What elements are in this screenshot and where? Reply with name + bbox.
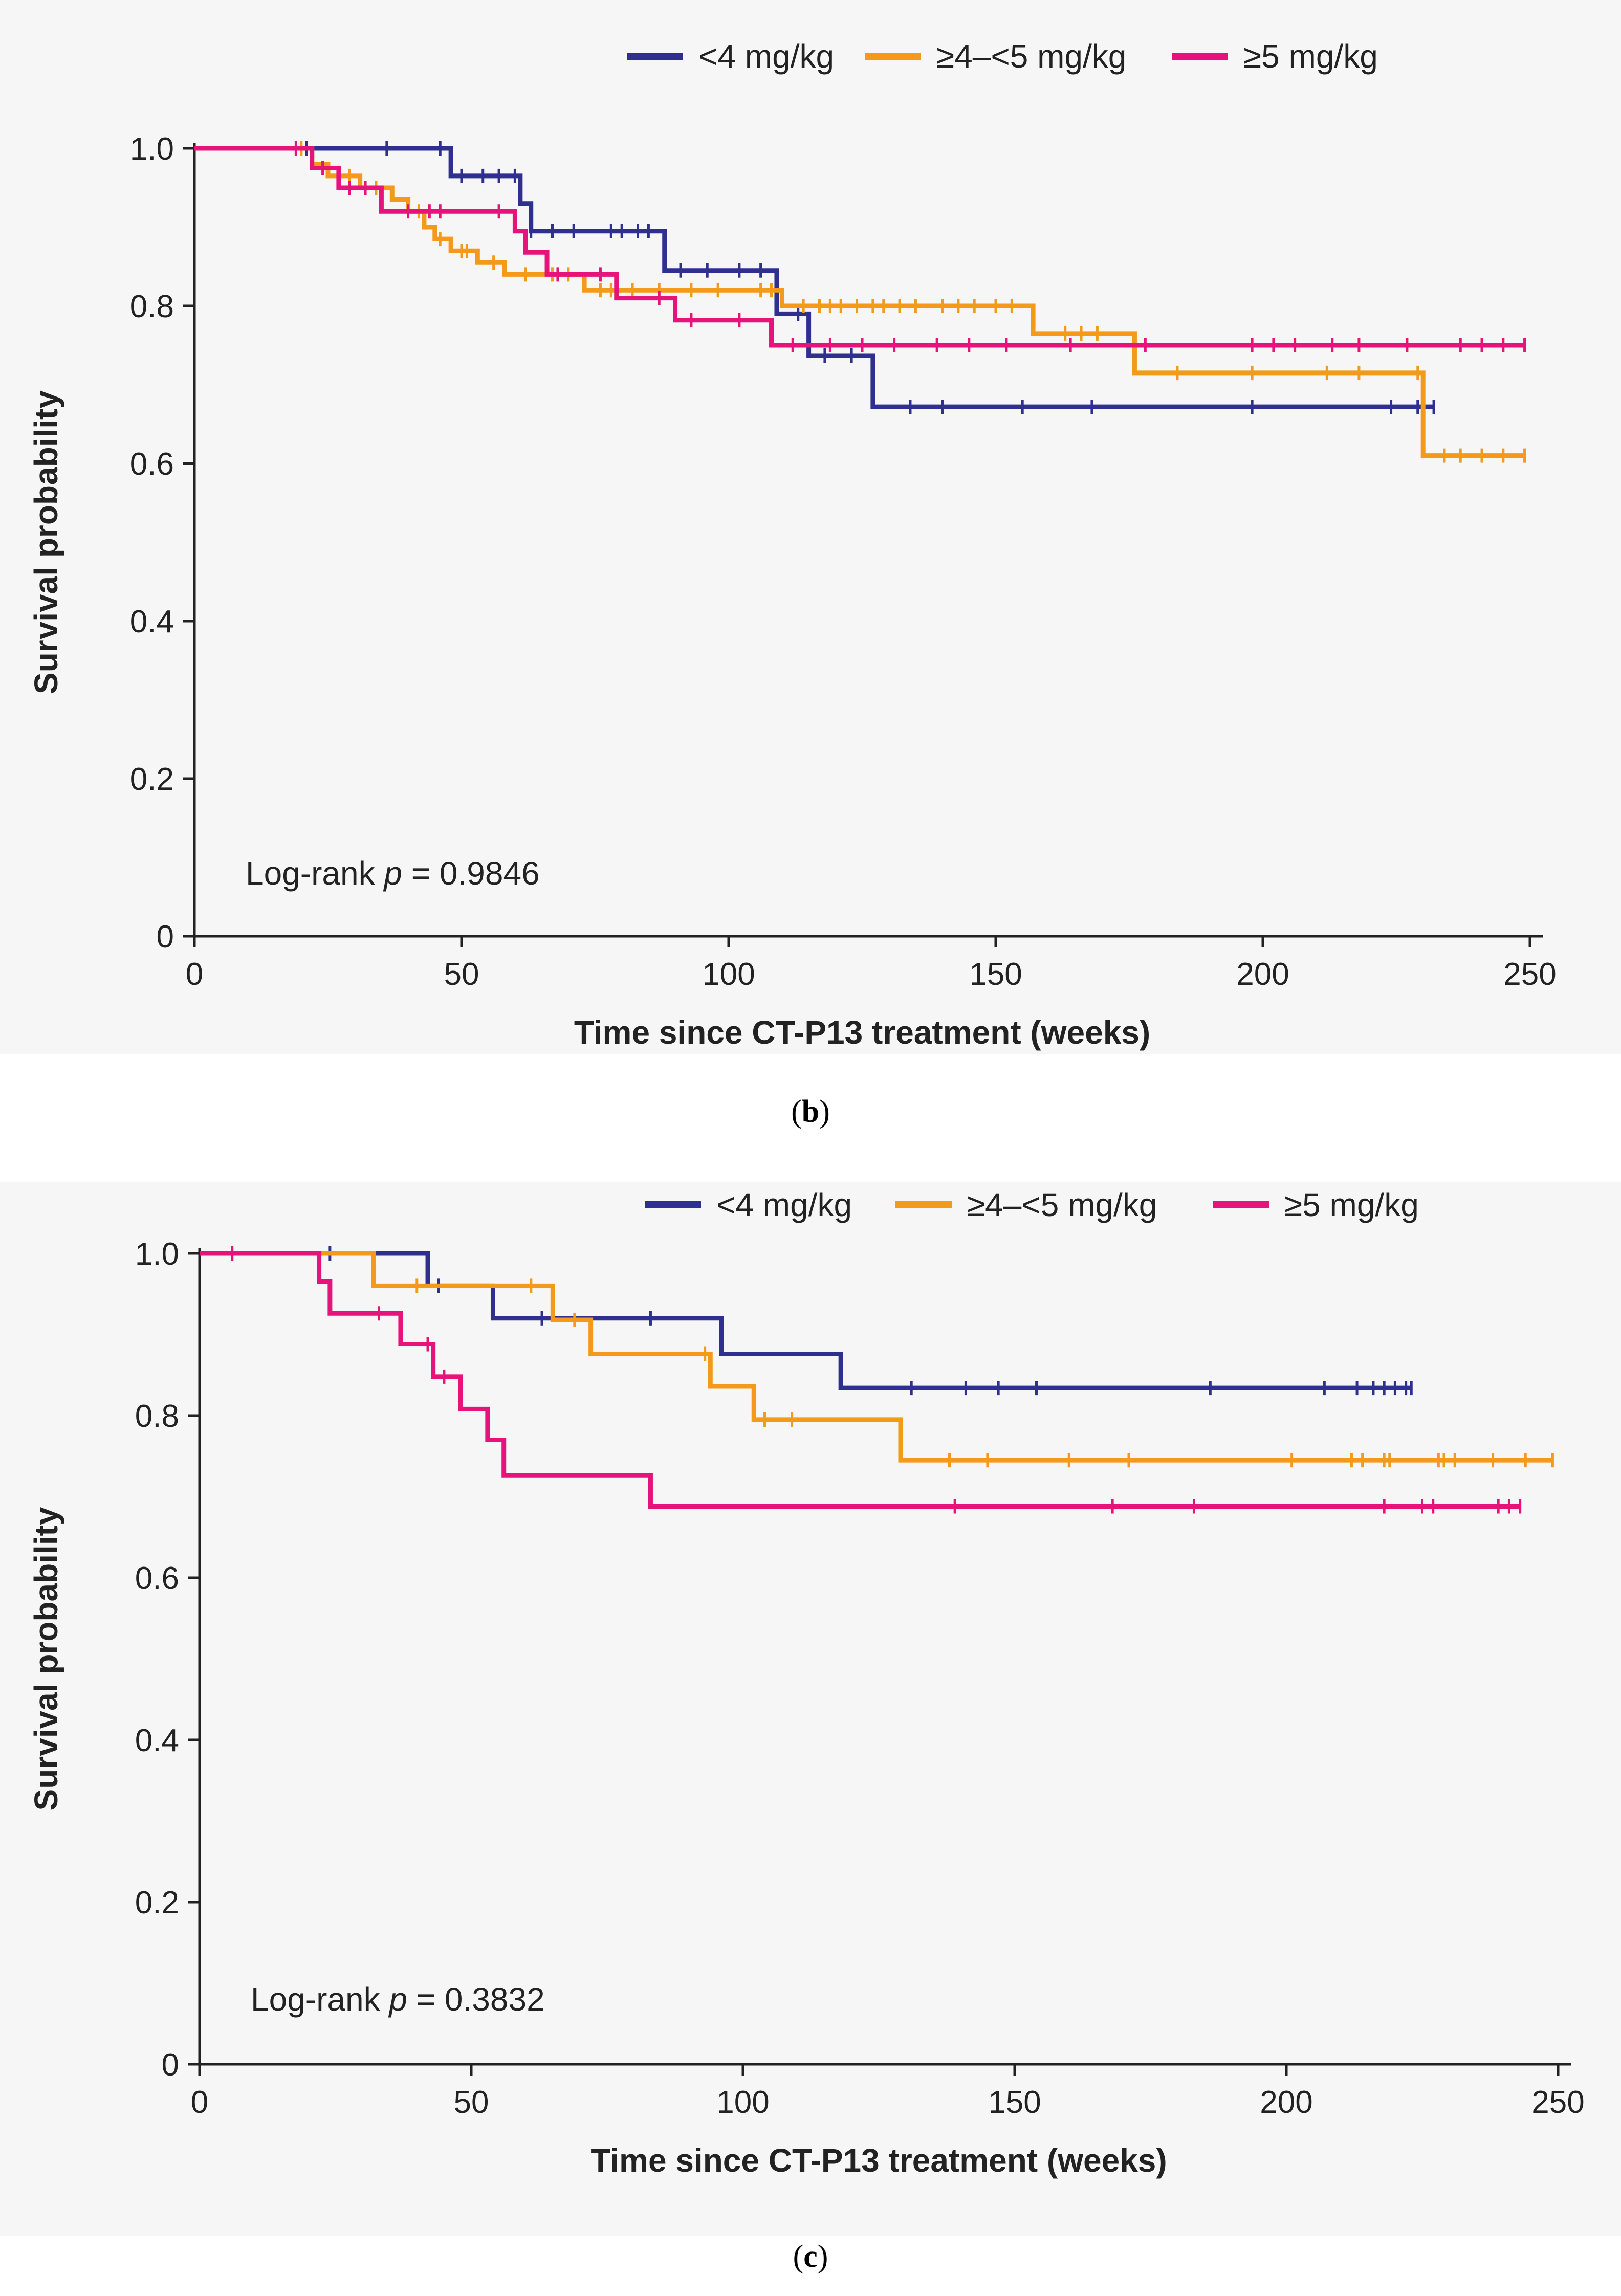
chart-panel-c: 0 0.2 0.4 0.6 0.8 1.0 0 50 100 150 200 250 Time sinc… <box>0 1182 1621 2236</box>
y-tick-label: 0.2 <box>130 762 174 797</box>
y-tick-label: 1.0 <box>130 131 174 167</box>
x-tick-label: 200 <box>1236 957 1289 992</box>
y-tick-label: 0.6 <box>130 447 174 482</box>
y-tick-label: 0.8 <box>130 289 174 324</box>
km-chart-b: 0 0.2 0.4 0.6 0.8 1.0 0 50 100 150 200 250 Time sinc… <box>0 0 1621 1054</box>
legend-label-2: ≥5 mg/kg <box>1243 38 1378 75</box>
y-tick-label: 1.0 <box>135 1237 179 1272</box>
chart-panel-b: 0 0.2 0.4 0.6 0.8 1.0 0 50 100 150 200 250 Time sinc… <box>0 0 1621 1054</box>
x-tick-label: 50 <box>454 2085 489 2120</box>
plot-background <box>0 1182 1621 2236</box>
log-rank-p: p <box>383 855 402 892</box>
legend-label-1: ≥4–<5 mg/kg <box>967 1186 1157 1223</box>
survival-curve-1 <box>200 1251 1553 1463</box>
x-tick-label: 200 <box>1260 2085 1312 2120</box>
panel-c-caption: (c) <box>793 2239 828 2274</box>
x-tick-label: 100 <box>716 2085 769 2120</box>
x-tick-label: 50 <box>444 957 479 992</box>
panel-c-label: c <box>803 2239 818 2274</box>
y-tick-label: 0.6 <box>135 1561 179 1596</box>
x-tick-label: 150 <box>969 957 1022 992</box>
log-rank-p: p <box>388 1981 407 2018</box>
x-axis-title: Time since CT-P13 treatment (weeks) <box>574 1014 1150 1051</box>
log-rank-prefix: Log-rank <box>246 855 384 892</box>
log-rank-value: = 0.9846 <box>402 855 540 892</box>
x-tick-label: 0 <box>191 2085 208 2120</box>
y-tick-label: 0.2 <box>135 1885 179 1920</box>
survival-curve-2 <box>200 1251 1520 1509</box>
x-tick-label: 100 <box>702 957 755 992</box>
plot-background <box>0 0 1621 1054</box>
y-tick-label: 0 <box>157 919 174 955</box>
survival-curve-0 <box>194 146 1434 409</box>
survival-curve-0 <box>200 1251 1412 1390</box>
log-rank-prefix: Log-rank <box>251 1981 389 2018</box>
legend-label-2: ≥5 mg/kg <box>1284 1186 1419 1223</box>
log-rank-annotation: Log-rank p = 0.3832 <box>251 1981 545 2018</box>
x-axis-title: Time since CT-P13 treatment (weeks) <box>590 2142 1167 2179</box>
y-tick-label: 0.8 <box>135 1399 179 1434</box>
survival-curve-1 <box>194 146 1525 458</box>
km-chart-c: 0 0.2 0.4 0.6 0.8 1.0 0 50 100 150 200 250 Time sinc… <box>0 1182 1621 2236</box>
y-tick-label: 0.4 <box>130 604 174 639</box>
x-tick-label: 0 <box>186 957 203 992</box>
legend-label-0: <4 mg/kg <box>698 38 834 75</box>
survival-curve-2 <box>194 146 1525 348</box>
x-tick-label: 250 <box>1503 957 1556 992</box>
panel-b-label: b <box>801 1094 820 1129</box>
panel-b-caption: (b) <box>791 1094 830 1129</box>
x-tick-label: 150 <box>988 2085 1041 2120</box>
log-rank-value: = 0.3832 <box>407 1981 545 2018</box>
y-tick-label: 0.4 <box>135 1723 179 1758</box>
legend-label-1: ≥4–<5 mg/kg <box>936 38 1126 75</box>
y-axis-title: Survival probability <box>28 390 64 694</box>
y-tick-label: 0 <box>162 2047 179 2083</box>
x-tick-label: 250 <box>1531 2085 1584 2120</box>
log-rank-annotation: Log-rank p = 0.9846 <box>246 855 540 892</box>
legend-label-0: <4 mg/kg <box>716 1186 852 1223</box>
y-axis-title: Survival probability <box>28 1507 64 1811</box>
